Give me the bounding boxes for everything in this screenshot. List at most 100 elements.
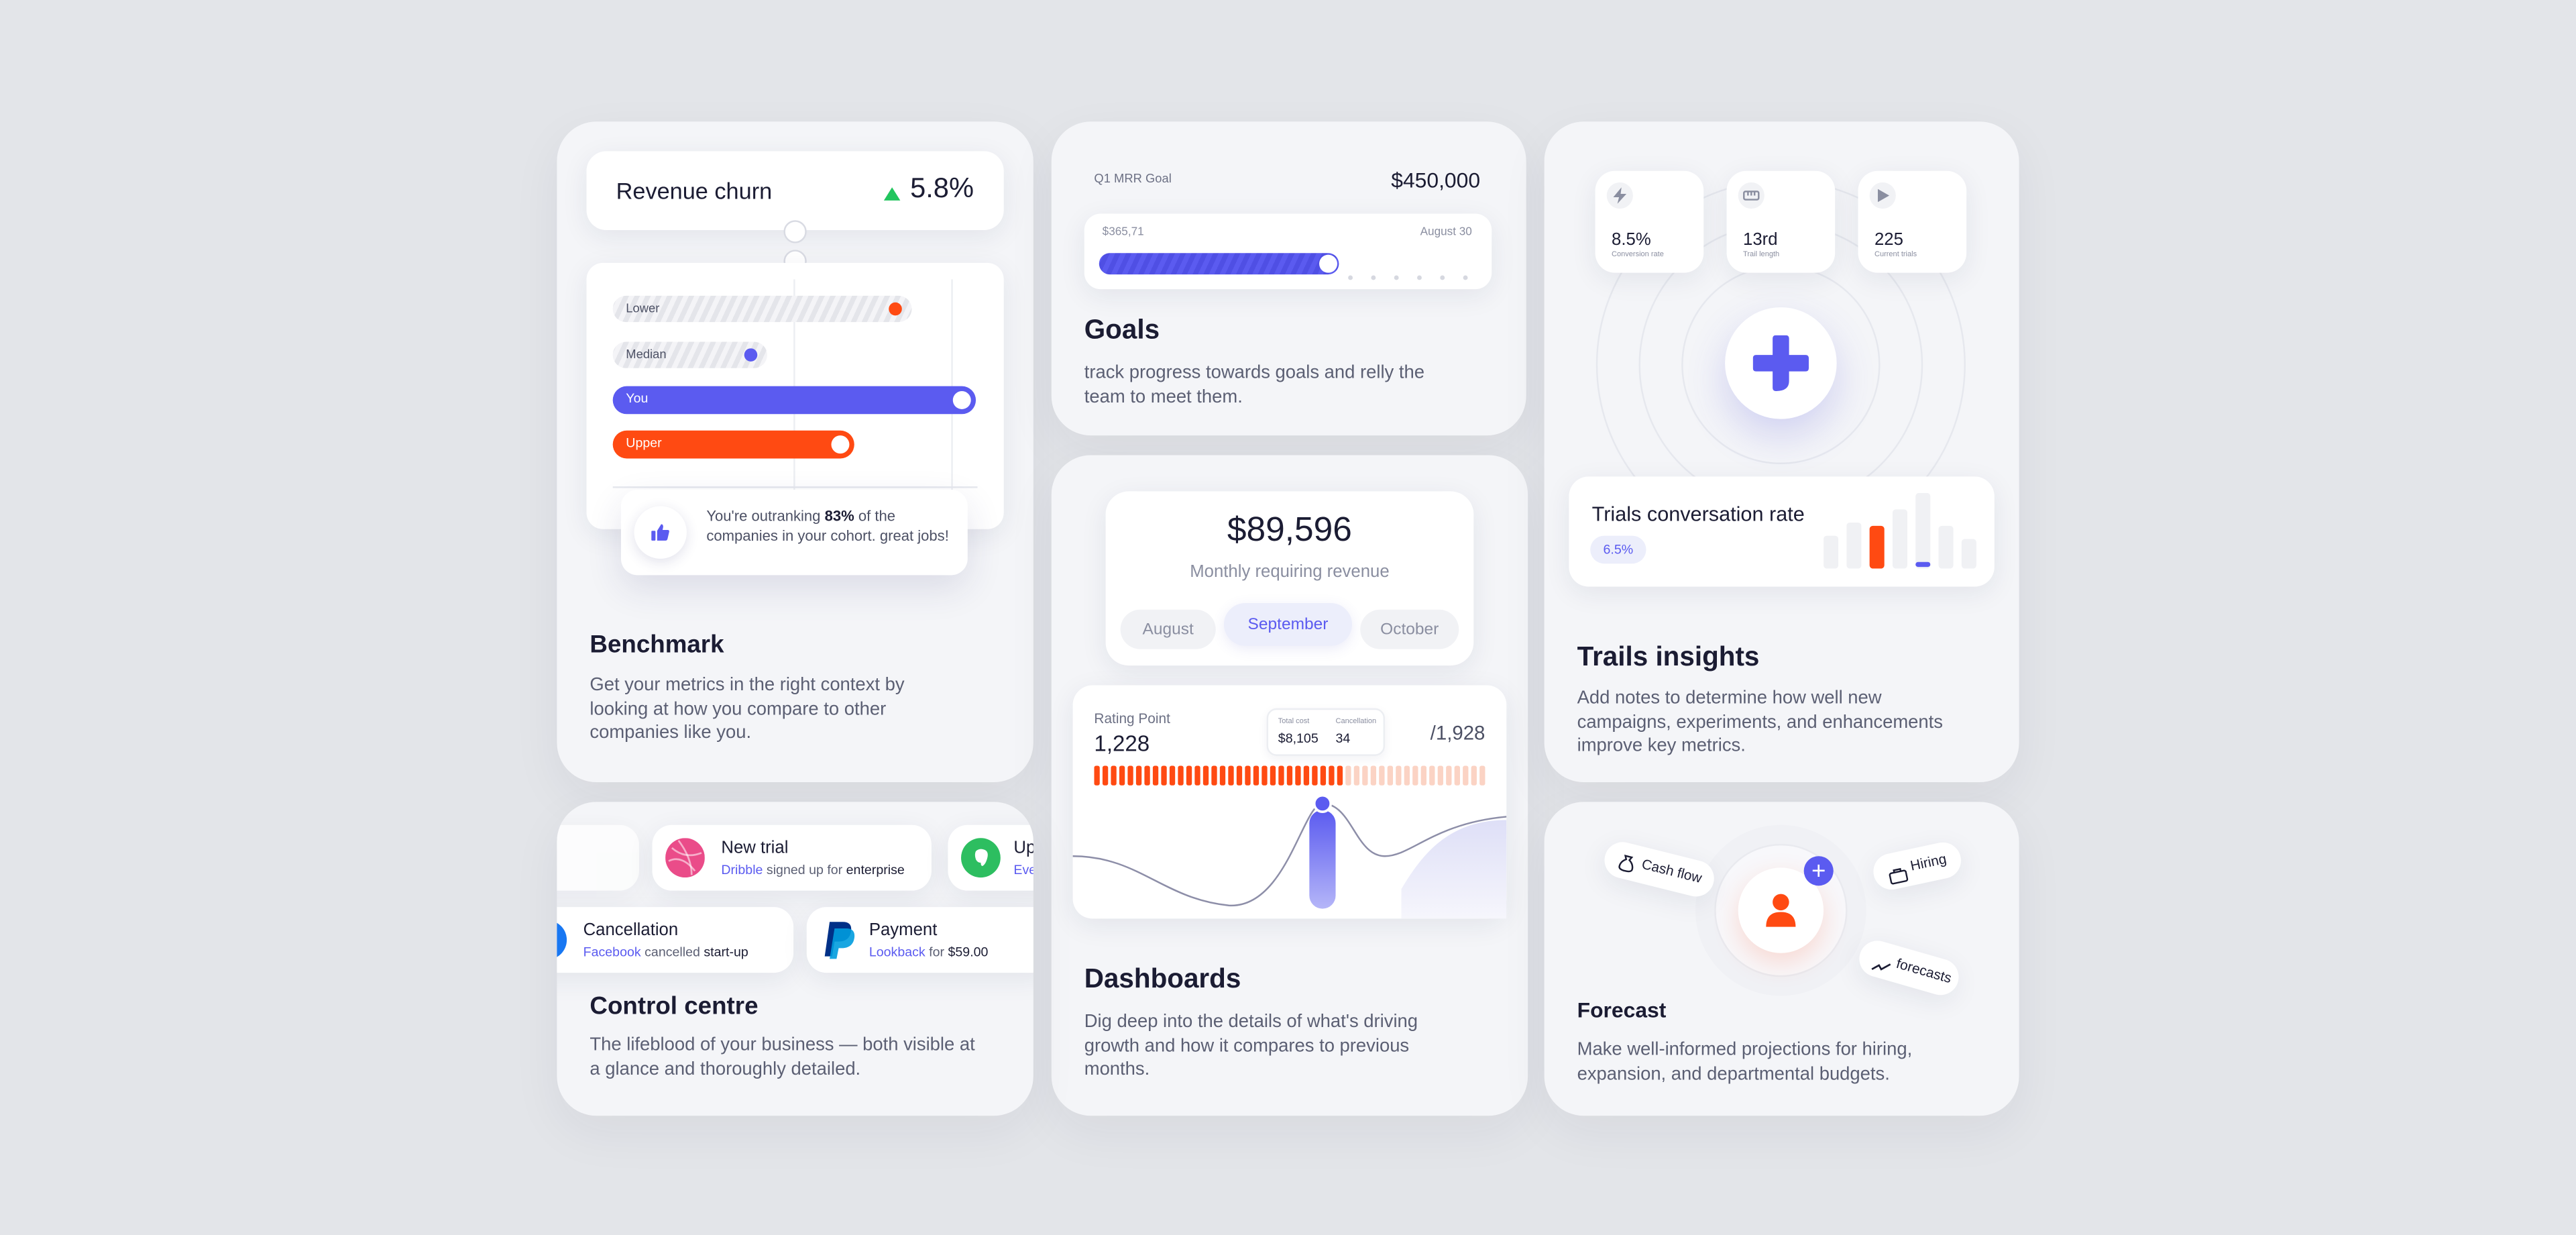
- trials-rate-badge: 6.5%: [1590, 535, 1646, 564]
- feed-item-payment[interactable]: Payment Lookback for $59.00: [806, 907, 1033, 973]
- rating-segment: [1253, 765, 1259, 786]
- rating-segment: [1454, 765, 1460, 786]
- feed-detail: Dribble signed up for enterprise: [721, 863, 904, 877]
- feed-who: Lookback: [869, 945, 926, 960]
- rating-segment: [1353, 765, 1360, 786]
- toast-text: You're outranking: [706, 507, 825, 525]
- lightning-icon: [1606, 182, 1633, 209]
- add-button[interactable]: +: [1803, 856, 1834, 886]
- trials-description: Add notes to determine how well new camp…: [1577, 688, 1943, 756]
- rating-segment: [1479, 765, 1486, 786]
- month-tab-september[interactable]: September: [1223, 603, 1353, 646]
- chip-hiring[interactable]: Hiring: [1870, 839, 1964, 894]
- rating-segment: [1370, 765, 1377, 786]
- dashboards-card: $89,596 Monthly requiring revenue August…: [1051, 455, 1528, 1116]
- stat-label: Current trials: [1874, 250, 1917, 258]
- goal-progress-widget: $365,71 August 30: [1084, 213, 1492, 290]
- benchmark-title: Benchmark: [590, 631, 724, 659]
- rating-segment: [1404, 765, 1410, 786]
- ruler-icon: [1738, 182, 1765, 209]
- bar-lower: Lower: [612, 295, 912, 323]
- rating-segment: [1228, 765, 1234, 786]
- facebook-icon: f: [557, 920, 567, 960]
- revenue-churn-label: Revenue churn: [616, 177, 773, 204]
- forecast-card: + Cash flow Hiring forecasts Forecast Ma…: [1544, 802, 2019, 1116]
- person-icon: [1766, 894, 1796, 927]
- feed-title: Up: [1013, 838, 1033, 858]
- trials-rate-title: Trials conversation rate: [1591, 502, 1805, 526]
- rating-segment: [1396, 765, 1402, 786]
- feed-item-cancellation[interactable]: f Cancellation Facebook cancelled start-…: [557, 907, 794, 973]
- goal-progress-bar: [1099, 253, 1339, 275]
- goals-description: track progress towards goals and relly t…: [1084, 363, 1424, 407]
- forecast-description: Make well-informed projections for hirin…: [1577, 1040, 1913, 1084]
- trend-wave-chart: [1072, 794, 1507, 919]
- chip-label: Hiring: [1909, 850, 1948, 874]
- rating-segment: [1362, 765, 1368, 786]
- feed-item-partial[interactable]: [557, 824, 639, 891]
- toast-percentage: 83%: [824, 507, 854, 525]
- chip-label: forecasts: [1894, 955, 1954, 987]
- rating-segment: [1437, 765, 1443, 786]
- bar-you-knob: [952, 391, 971, 409]
- bar-median-marker: [744, 348, 758, 362]
- feed-item-update[interactable]: Up Eve: [948, 824, 1033, 891]
- goal-label: Q1 MRR Goal: [1094, 170, 1172, 186]
- benchmark-chart: Lower Median You Upper: [586, 262, 1004, 529]
- progress-end-label: August 30: [1420, 227, 1472, 239]
- trials-card: 8.5% Conversion rate 13rd Trail length 2…: [1544, 121, 2019, 783]
- rating-segment: [1186, 765, 1192, 786]
- cancellation-label: Cancellation: [1335, 716, 1377, 725]
- rating-segment: [1161, 765, 1167, 786]
- feed-who: Eve: [1013, 863, 1033, 878]
- forecast-title: Forecast: [1577, 997, 1667, 1022]
- benchmark-card: Revenue churn 5.8% Lower Median You: [557, 121, 1033, 783]
- dribbble-icon: [665, 838, 705, 885]
- chip-cash-flow[interactable]: Cash flow: [1600, 838, 1718, 901]
- rating-segment: [1337, 765, 1343, 786]
- month-tab-august[interactable]: August: [1120, 609, 1216, 649]
- feed-title: Payment: [869, 920, 938, 941]
- chip-forecasts[interactable]: forecasts: [1855, 936, 1963, 1000]
- goals-title: Goals: [1084, 315, 1160, 345]
- feed-action: cancelled: [640, 945, 704, 960]
- app-logo: [1725, 307, 1837, 419]
- feed-who: Facebook: [583, 945, 641, 960]
- trials-rate-bars: [1824, 492, 1976, 569]
- progress-start-label: $365,71: [1102, 227, 1144, 239]
- rating-segment: [1152, 765, 1159, 786]
- trials-title: Trails insights: [1577, 642, 1760, 672]
- trend-marker: [1312, 794, 1333, 813]
- month-tab-october[interactable]: October: [1360, 609, 1459, 649]
- mrr-amount: $89,596: [1227, 511, 1352, 549]
- briefcase-icon: [1887, 861, 1911, 894]
- rating-widget: Rating Point 1,228 Total cost $8,105 Can…: [1072, 685, 1507, 919]
- rating-segment: [1178, 765, 1184, 786]
- rating-segment: [1412, 765, 1418, 786]
- trend-up-icon: [882, 180, 901, 210]
- total-cost-value: $8,105: [1278, 731, 1319, 747]
- rating-segment: [1270, 765, 1276, 786]
- rating-segment: [1312, 765, 1318, 786]
- rating-segment: [1202, 765, 1209, 786]
- connector-node: [783, 220, 807, 244]
- trend-line-icon: [1868, 950, 1894, 983]
- stat-value: 225: [1874, 229, 1903, 250]
- bar-upper: Upper: [612, 430, 854, 459]
- control-card: New trial Dribble signed up for enterpri…: [557, 802, 1033, 1116]
- bar-upper-label: Upper: [626, 435, 662, 451]
- paypal-icon: [823, 920, 856, 968]
- gridline: [951, 279, 953, 490]
- rating-segment: [1387, 765, 1394, 786]
- rating-segment: [1278, 765, 1284, 786]
- toast-text: of the companies in your cohort. great j…: [706, 507, 949, 544]
- rating-segment: [1295, 765, 1301, 786]
- rating-segment: [1262, 765, 1268, 786]
- rating-segment: [1379, 765, 1385, 786]
- stat-value: 13rd: [1743, 229, 1778, 250]
- feed-item-new-trial[interactable]: New trial Dribble signed up for enterpri…: [652, 824, 932, 891]
- feed-who: Dribble: [721, 863, 763, 878]
- rating-value: 1,228: [1094, 731, 1150, 756]
- mrr-subtitle: Monthly requiring revenue: [1190, 561, 1390, 582]
- bar-median-label: Median: [626, 346, 667, 362]
